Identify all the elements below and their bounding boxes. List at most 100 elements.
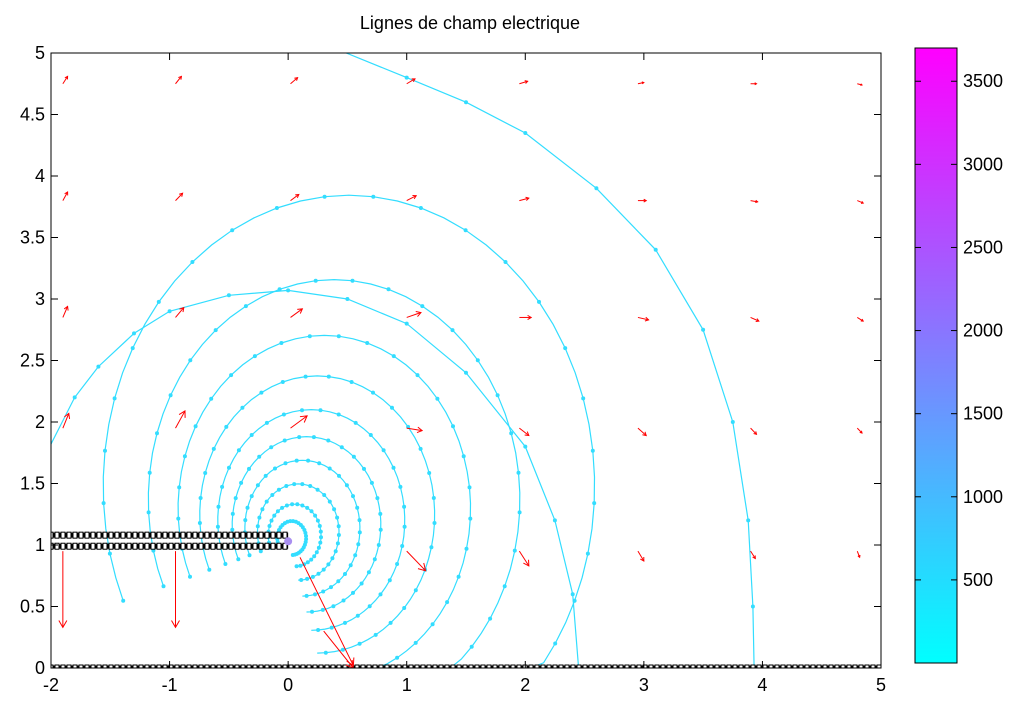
field-line-point [240, 405, 245, 410]
y-tick-label: 2 [35, 412, 45, 432]
field-line-point [404, 321, 409, 326]
field-line-point [258, 549, 263, 554]
conductor-segment [228, 664, 234, 668]
conductor-segment [60, 531, 66, 539]
conductor-segment [720, 664, 726, 668]
field-arrow [406, 78, 416, 85]
conductor-segment [96, 531, 102, 539]
field-line-point [427, 471, 432, 475]
field-line-point [188, 574, 192, 579]
conductor-segment [810, 664, 816, 668]
field-line-point [288, 519, 293, 524]
conductor-segment [90, 542, 96, 550]
conductor-segment [156, 542, 162, 550]
field-line-point [415, 373, 420, 378]
conductor-segment [51, 542, 54, 550]
field-arrow-head [860, 200, 865, 204]
conductor-segment [252, 664, 258, 668]
field-line-point [306, 458, 311, 463]
field-line-point [281, 412, 286, 417]
field-arrow [62, 306, 69, 318]
field-line-point [230, 511, 235, 516]
field-line-point [495, 393, 500, 398]
conductor-segment [120, 542, 126, 550]
field-line-point [327, 466, 332, 471]
conductor-segment [96, 542, 102, 550]
field-arrow [519, 80, 528, 85]
conductor-segment [420, 664, 426, 668]
field-arrow-head [754, 82, 758, 86]
field-line-point [243, 304, 248, 309]
y-tick-label: 0 [35, 658, 45, 678]
conductor-segment [228, 542, 234, 550]
field-line-point [512, 548, 517, 553]
field-line-point [402, 606, 407, 610]
field-line-point [348, 563, 353, 568]
field-line [231, 435, 382, 613]
conductor-segment [90, 531, 96, 539]
conductor-segment [252, 542, 258, 550]
field-line-point [362, 466, 366, 471]
conductor-segment [744, 664, 750, 668]
conductor-segment [66, 531, 72, 539]
field-lines [51, 53, 755, 668]
field-line-point [431, 496, 436, 500]
conductor-segment [51, 531, 54, 539]
field-line-point [445, 600, 450, 605]
field-line-point [316, 571, 321, 576]
conductor-segment [162, 542, 168, 550]
conductor-segment [780, 664, 786, 668]
conductor-segment [480, 664, 486, 668]
field-line-point [341, 598, 346, 603]
conductor-segment [726, 664, 732, 668]
field-line-point [284, 503, 289, 508]
conductor-segment [432, 664, 438, 668]
colorbar-tick-label: 1500 [963, 404, 1003, 424]
conductor-segment [186, 531, 192, 539]
conductor-segment [78, 664, 84, 668]
field-line-point [292, 482, 297, 487]
field-line-point [300, 408, 304, 413]
field-arrow-head [525, 196, 530, 201]
field-line-point [303, 530, 308, 535]
field-line-point [313, 592, 317, 597]
field-line-point [319, 535, 323, 540]
field-line-point [188, 358, 193, 363]
field-line-point [322, 493, 327, 497]
conductor-segment [450, 664, 456, 668]
field-line-point [243, 518, 248, 523]
conductor-segment [120, 664, 126, 668]
field-line-point [327, 499, 332, 504]
conductor-segment [54, 664, 60, 668]
field-arrow-head [642, 431, 647, 437]
field-line-point [585, 551, 590, 556]
field-arrow [856, 427, 863, 434]
x-tick-label: 0 [283, 675, 293, 695]
conductor-segment [444, 664, 450, 668]
field-arrow [62, 413, 70, 429]
conductor-segment [210, 531, 216, 539]
field-arrow-head [755, 199, 759, 204]
conductor-segment [120, 531, 126, 539]
field-line-point [350, 278, 355, 283]
field-line-point [375, 496, 380, 501]
conductor-segment [642, 664, 648, 668]
field-arrow [290, 415, 308, 429]
field-line-point [395, 655, 400, 660]
conductor-segment [408, 664, 414, 668]
colorbar-tick-label: 3500 [963, 71, 1003, 91]
conductor-segment [198, 531, 204, 539]
conductor-segment [150, 664, 156, 668]
field-line-point [283, 461, 288, 466]
field-arrow [857, 200, 864, 204]
field-line [177, 334, 472, 668]
field-line-point [314, 550, 319, 555]
conductor-segment [108, 664, 114, 668]
conductor-segment [210, 542, 216, 550]
conductor-segment [678, 664, 684, 668]
conductor-segment [150, 531, 156, 539]
field-arrow [406, 427, 423, 432]
field-arrow-head [524, 431, 530, 437]
conductor-segment [696, 664, 702, 668]
field-line-point [398, 484, 403, 489]
